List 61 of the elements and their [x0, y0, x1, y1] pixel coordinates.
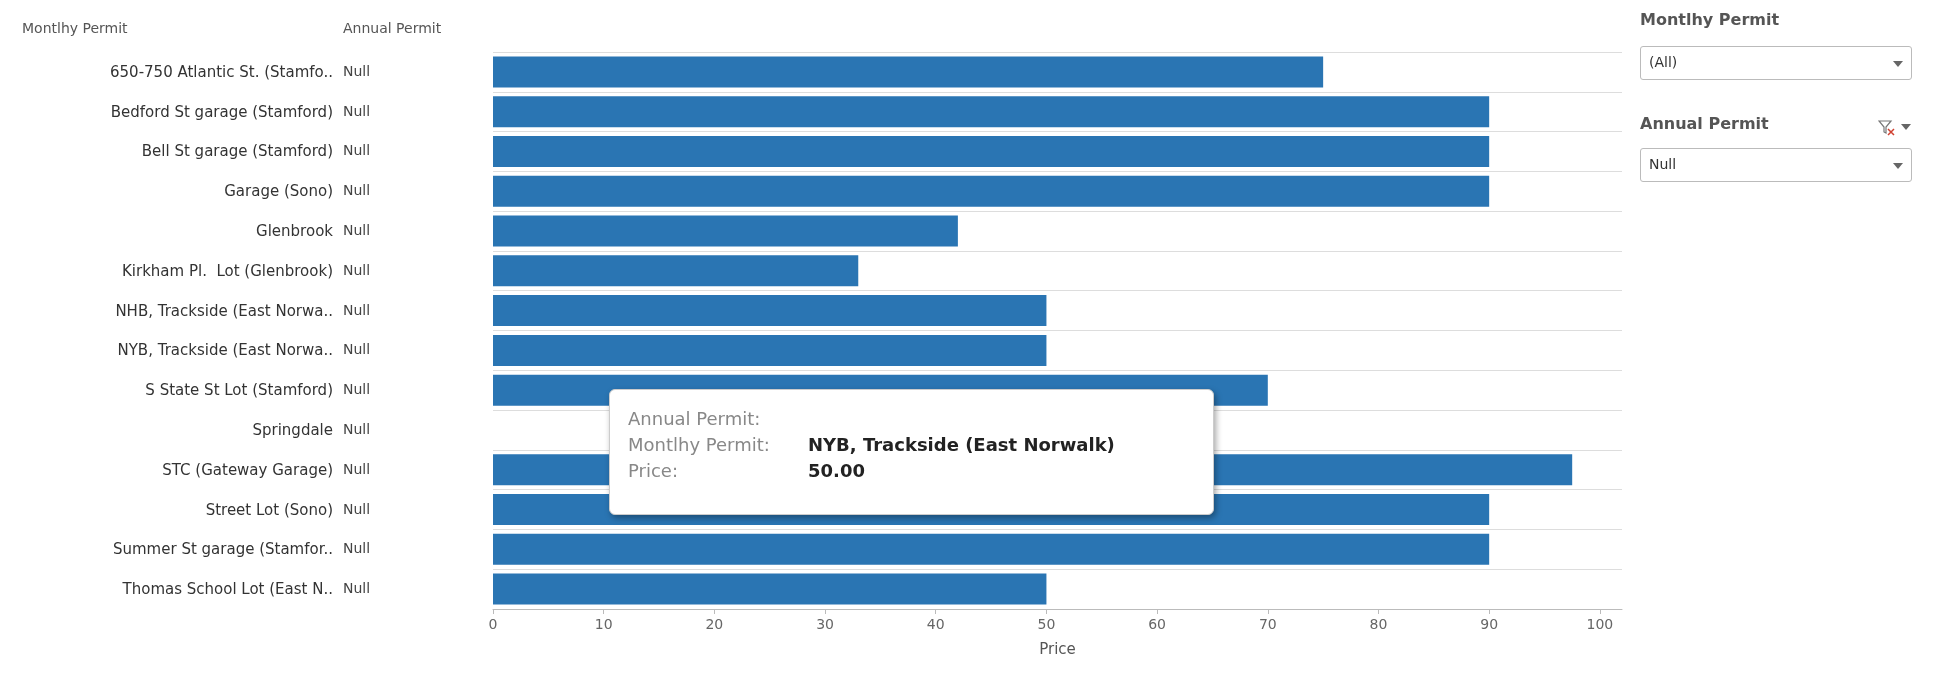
y2-tick-label: Null: [343, 62, 371, 79]
y-tick-label: Thomas School Lot (East N..: [121, 580, 333, 599]
bar: [493, 255, 859, 287]
annotation: Montlhy Permit:: [628, 434, 770, 455]
y2-tick-label: Null: [343, 580, 371, 597]
bar: [493, 295, 1047, 327]
y-tick-label: Kirkham Pl. Lot (Glenbrook): [121, 261, 333, 280]
y-tick-label: NYB, Trackside (East Norwa..: [117, 341, 333, 360]
text: Montlhy Permit: [22, 20, 128, 36]
annotation: Price:: [628, 460, 678, 481]
y2-tick-label: Null: [343, 420, 371, 437]
bar: [493, 334, 1047, 366]
x-tick-label: 20: [705, 616, 724, 632]
x-tick-label: 50: [1037, 616, 1056, 632]
dropdown-field: (All): [1640, 46, 1912, 80]
y2-tick-label: Null: [343, 540, 371, 557]
x-tick-label: 70: [1258, 616, 1277, 632]
bar: [493, 56, 1324, 88]
y2-tick-label: Null: [343, 142, 371, 159]
y-tick-label: Summer St garage (Stamfor..: [112, 540, 333, 559]
dropdown-field: Null: [1640, 148, 1912, 182]
y-tick-label: 650-750 Atlantic St. (Stamfo..: [110, 62, 333, 81]
y2-tick-label: Null: [343, 460, 371, 477]
x-tick-label: 30: [816, 616, 834, 632]
y-tick-label: Street Lot (Sono): [205, 500, 333, 519]
y-tick-label: Bell St garage (Stamford): [141, 142, 333, 161]
x-tick-label: 60: [1148, 616, 1167, 632]
x-tick-label: 80: [1369, 616, 1388, 632]
text: Montlhy Permit: [1640, 10, 1780, 29]
y2-tick-label: Null: [343, 222, 371, 239]
y-tick-label: S State St Lot (Stamford): [145, 381, 333, 400]
y-tick-label: Springdale: [252, 420, 333, 439]
x-tick-label: 100: [1586, 616, 1614, 632]
y-tick-label: NHB, Trackside (East Norwa..: [115, 301, 333, 320]
y2-tick-label: Null: [343, 182, 371, 199]
bar: [493, 135, 1490, 167]
y-tick-label: STC (Gateway Garage): [162, 460, 333, 479]
y2-tick-label: Null: [343, 341, 371, 358]
bar: [493, 215, 958, 247]
x-tick-label: 40: [926, 616, 945, 632]
bar: [493, 175, 1490, 207]
y2-tick-label: Null: [343, 261, 371, 278]
x-tick-label: 0: [488, 616, 498, 632]
text: Annual Permit: [343, 20, 442, 36]
x-axis-title: Price: [1039, 639, 1076, 658]
bar: [493, 573, 1047, 605]
text: Annual Permit: [1640, 114, 1769, 133]
y2-tick-label: Null: [343, 381, 371, 398]
annotation: 50.00: [808, 460, 865, 481]
y2-tick-label: Null: [343, 301, 371, 318]
y-tick-label: Glenbrook: [256, 222, 334, 241]
annotation: NYB, Trackside (East Norwalk): [808, 434, 1115, 455]
y2-tick-label: Null: [343, 102, 371, 119]
y2-tick-label: Null: [343, 500, 371, 517]
x-tick-label: 10: [594, 616, 613, 632]
y-tick-label: Garage (Sono): [224, 182, 333, 201]
annotation: Annual Permit:: [628, 408, 761, 429]
y-tick-label: Bedford St garage (Stamford): [110, 102, 333, 121]
x-tick-label: 90: [1480, 616, 1499, 632]
bar: [493, 96, 1490, 128]
bar: [493, 533, 1490, 565]
